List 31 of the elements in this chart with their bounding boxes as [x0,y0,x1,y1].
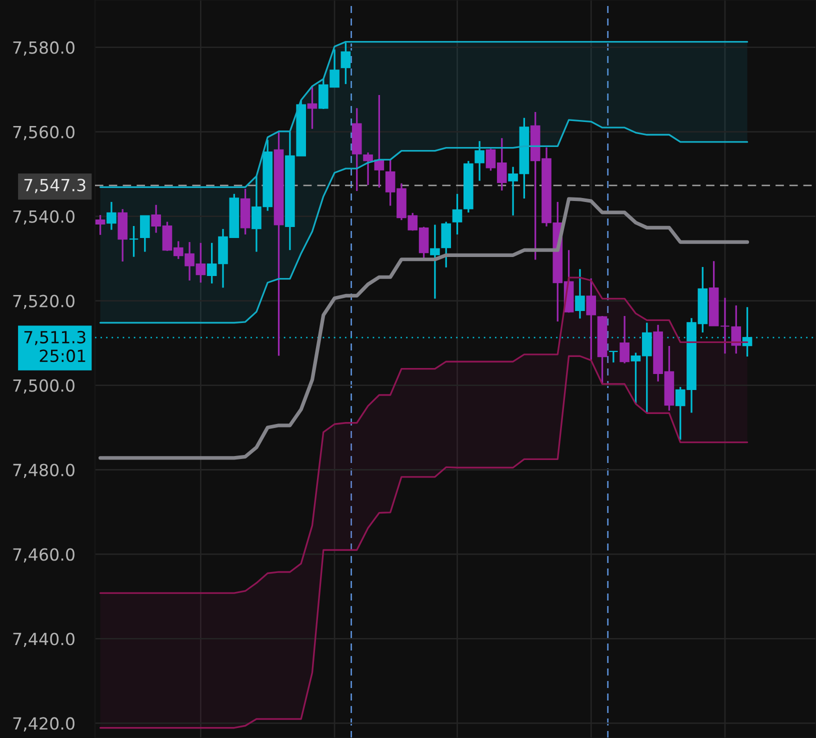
line-series [99,355,748,729]
candlestick [140,215,150,253]
candlestick [586,278,596,361]
y-tick-label: 7,500.0 [13,379,74,394]
y-tick-label: 7,560.0 [13,126,74,140]
candlestick [95,214,106,236]
y-tick-label: 7,420.0 [13,717,74,732]
candlestick [441,220,452,268]
line-series [98,197,750,460]
candlestick [430,224,440,300]
candlestick [731,304,742,354]
y-tick-label: 7,460.0 [13,548,74,563]
ref-line-label: 7,547.3 [24,178,86,194]
line-series [99,119,748,324]
candlestick [608,350,618,364]
y-tick-label: 7,520.0 [13,294,74,310]
candlestick [307,84,318,130]
candlestick [128,225,139,258]
candlestick [106,201,116,231]
y-tick-label: 7,540.0 [13,210,74,225]
y-tick-label: 7,440.0 [13,632,74,647]
candlestick [720,296,730,354]
candlestick [452,193,462,236]
line-series [99,40,748,188]
candlestick [340,42,351,85]
candlestick [474,140,484,182]
candlestick [620,315,630,364]
candlestick [575,268,585,320]
ref-line-label: 7,511.3 25:01 [24,330,86,362]
y-tick-label: 7,480.0 [13,464,74,478]
y-tick-label: 7,580.0 [13,41,74,56]
